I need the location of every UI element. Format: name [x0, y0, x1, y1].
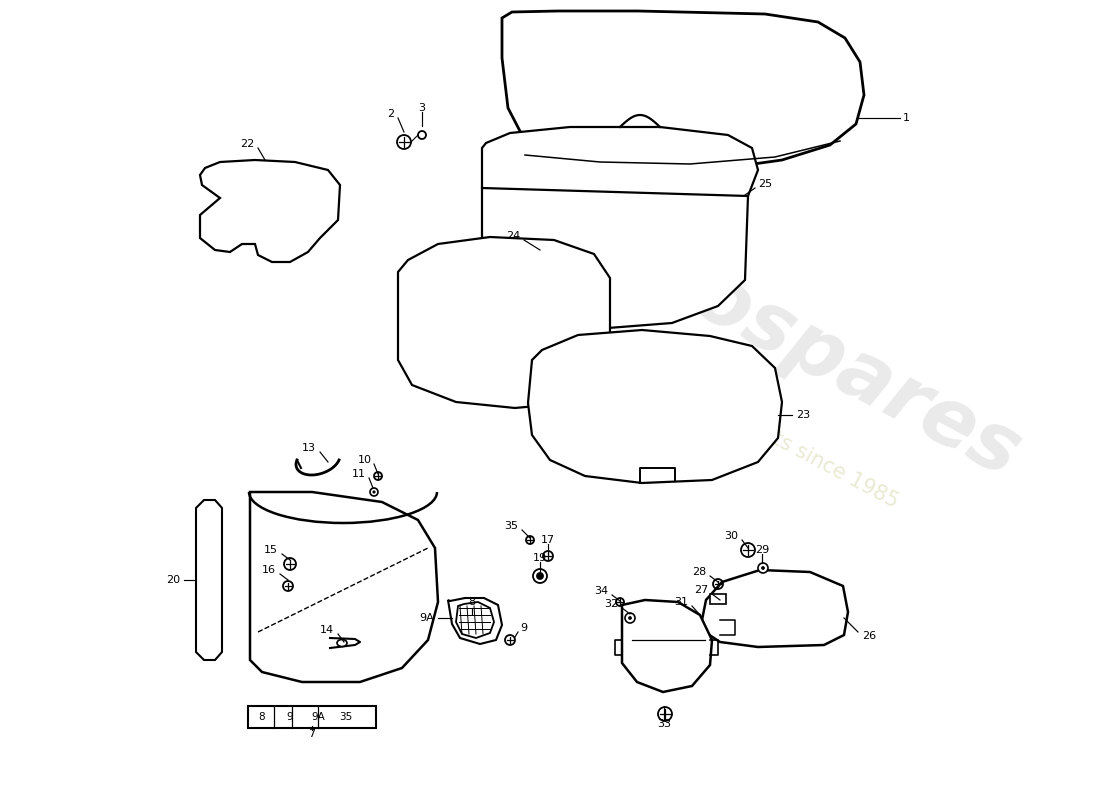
- Text: a supplier of parts since 1985: a supplier of parts since 1985: [618, 348, 902, 512]
- Circle shape: [758, 563, 768, 573]
- Text: 9: 9: [287, 712, 294, 722]
- Text: 20: 20: [166, 575, 180, 585]
- Text: 26: 26: [862, 631, 876, 641]
- Text: 33: 33: [657, 719, 671, 729]
- Text: eurospares: eurospares: [547, 186, 1033, 494]
- Text: 29: 29: [755, 545, 769, 555]
- Text: 9A: 9A: [419, 613, 435, 623]
- FancyBboxPatch shape: [248, 706, 376, 728]
- Text: 14: 14: [320, 625, 334, 635]
- Polygon shape: [398, 237, 610, 408]
- Text: 35: 35: [340, 712, 353, 722]
- Text: 7: 7: [308, 729, 316, 739]
- Text: 32: 32: [604, 599, 618, 609]
- Text: 10: 10: [358, 455, 372, 465]
- Text: 8: 8: [258, 712, 265, 722]
- Circle shape: [370, 488, 378, 496]
- Text: 9: 9: [520, 623, 527, 633]
- Polygon shape: [456, 602, 494, 638]
- Polygon shape: [502, 11, 864, 170]
- Circle shape: [373, 490, 375, 493]
- Circle shape: [761, 566, 764, 570]
- Text: 2: 2: [387, 109, 394, 119]
- Text: 31: 31: [674, 597, 688, 607]
- Text: 8: 8: [469, 597, 475, 607]
- Polygon shape: [621, 600, 712, 692]
- Polygon shape: [528, 330, 782, 483]
- Polygon shape: [702, 570, 848, 647]
- Text: 34: 34: [594, 586, 608, 596]
- Circle shape: [628, 617, 631, 619]
- Text: 13: 13: [302, 443, 316, 453]
- Text: 17: 17: [541, 535, 556, 545]
- Polygon shape: [448, 598, 502, 644]
- Polygon shape: [200, 160, 340, 262]
- Text: 25: 25: [758, 179, 772, 189]
- Circle shape: [625, 613, 635, 623]
- Text: 19: 19: [532, 553, 547, 563]
- Text: 15: 15: [264, 545, 278, 555]
- Text: 1: 1: [903, 113, 910, 123]
- Text: 27: 27: [694, 585, 708, 595]
- Polygon shape: [482, 188, 748, 328]
- Polygon shape: [196, 500, 222, 660]
- Text: 23: 23: [796, 410, 810, 420]
- Polygon shape: [482, 127, 758, 238]
- Text: 3: 3: [418, 103, 426, 113]
- Polygon shape: [250, 492, 438, 682]
- Text: 35: 35: [504, 521, 518, 531]
- Polygon shape: [710, 594, 726, 604]
- Text: 16: 16: [262, 565, 276, 575]
- Circle shape: [537, 573, 543, 579]
- Text: 30: 30: [724, 531, 738, 541]
- Text: 28: 28: [692, 567, 706, 577]
- Text: 22: 22: [240, 139, 254, 149]
- Ellipse shape: [337, 639, 346, 646]
- Text: 9A: 9A: [311, 712, 324, 722]
- Text: 11: 11: [352, 469, 366, 479]
- Text: 24: 24: [506, 231, 520, 241]
